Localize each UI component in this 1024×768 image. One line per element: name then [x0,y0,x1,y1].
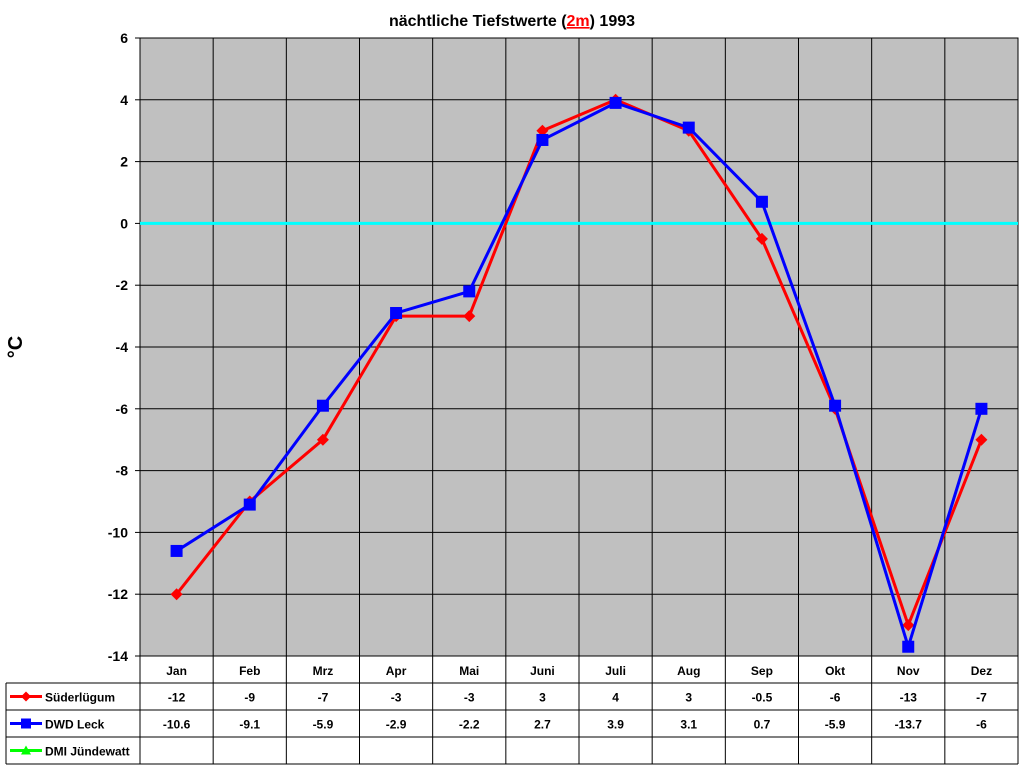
y-tick-label: -10 [108,524,128,540]
legend-marker [21,718,31,729]
data-point [609,96,622,109]
x-tick-label: Sep [751,664,773,678]
chart-title-part2: ) 1993 [590,13,635,30]
data-label: -6 [976,718,987,732]
series-1 [170,96,988,653]
data-label: -12 [168,691,186,705]
x-tick-label: Mai [459,664,479,678]
data-point [316,433,329,446]
data-label: -2.9 [386,718,407,732]
y-tick-label: -2 [116,277,129,293]
data-label: -2.2 [459,718,480,732]
y-tick-label: -14 [108,648,128,664]
legend-marker [21,691,31,702]
legend-label: Süderlügum [45,691,115,705]
data-point [829,399,842,412]
data-label: 3 [685,691,692,705]
data-point [902,619,915,632]
x-tick-label: Aug [677,664,700,678]
data-point [755,232,768,245]
data-label: -13.7 [895,718,923,732]
data-label: -9 [244,691,255,705]
chart-title: nächtliche Tiefstwerte (2m) 1993 [389,13,635,30]
x-tick-label: Feb [239,664,260,678]
data-label: -7 [976,691,987,705]
y-tick-label: 6 [120,30,128,46]
data-label: 2.7 [534,718,551,732]
data-label: -3 [391,691,402,705]
data-point [755,195,768,208]
data-point [975,433,988,446]
data-point [682,121,695,134]
series-layer [170,93,988,653]
data-point [170,544,183,557]
data-label: -10.6 [163,718,191,732]
data-table: Jan Feb Mrz Apr Mai Juni Juli Aug Sep Okt Nov Dez Sü… [5,656,1019,765]
y-tick-label: 0 [120,215,128,231]
y-axis-label: °C [5,336,27,358]
chart-title-highlight: 2m [567,13,590,30]
data-label: 3 [539,691,546,705]
x-tick-label: Nov [897,664,920,678]
data-label: 0.7 [754,718,771,732]
data-label: -6 [830,691,841,705]
legend-label: DMI Jündewatt [45,745,130,759]
y-tick-label: 4 [120,92,128,108]
x-tick-label: Jan [166,664,187,678]
y-tick-label: -8 [116,463,129,479]
x-tick-label: Dez [971,664,992,678]
x-tick-label: Mrz [313,664,334,678]
data-label: -9.1 [239,718,260,732]
data-point [243,498,256,511]
data-label: -7 [318,691,329,705]
grid-horizontal [140,99,1018,595]
series-line [175,101,983,649]
data-label: 3.9 [607,718,624,732]
y-tick-label: -4 [116,339,129,355]
x-tick-label: Juli [605,664,626,678]
data-point [463,310,476,323]
data-point [975,402,988,415]
data-point [316,399,329,412]
data-point [536,124,549,137]
y-axis-ticks: 6 4 2 0 -2 -4 -6 -8 -10 -12 -14 [108,30,140,664]
x-tick-label: Juni [530,664,555,678]
y-tick-label: -6 [116,401,129,417]
y-tick-label: -12 [108,586,128,602]
data-label: -3 [464,691,475,705]
data-label: -13 [900,691,918,705]
data-label: -0.5 [752,691,773,705]
x-tick-label: Apr [386,664,407,678]
x-tick-label: Okt [825,664,845,678]
data-point [536,133,549,146]
data-point [463,285,476,298]
data-label: 4 [612,691,619,705]
legend-marker [21,745,31,755]
data-point [170,588,183,601]
data-label: 3.1 [680,718,697,732]
data-point [390,307,403,320]
data-point [902,640,915,653]
chart-title-part1: nächtliche Tiefstwerte ( [389,13,567,30]
data-label: -5.9 [313,718,334,732]
data-label: -5.9 [825,718,846,732]
y-tick-label: 2 [120,154,128,170]
legend-label: DWD Leck [45,718,105,732]
